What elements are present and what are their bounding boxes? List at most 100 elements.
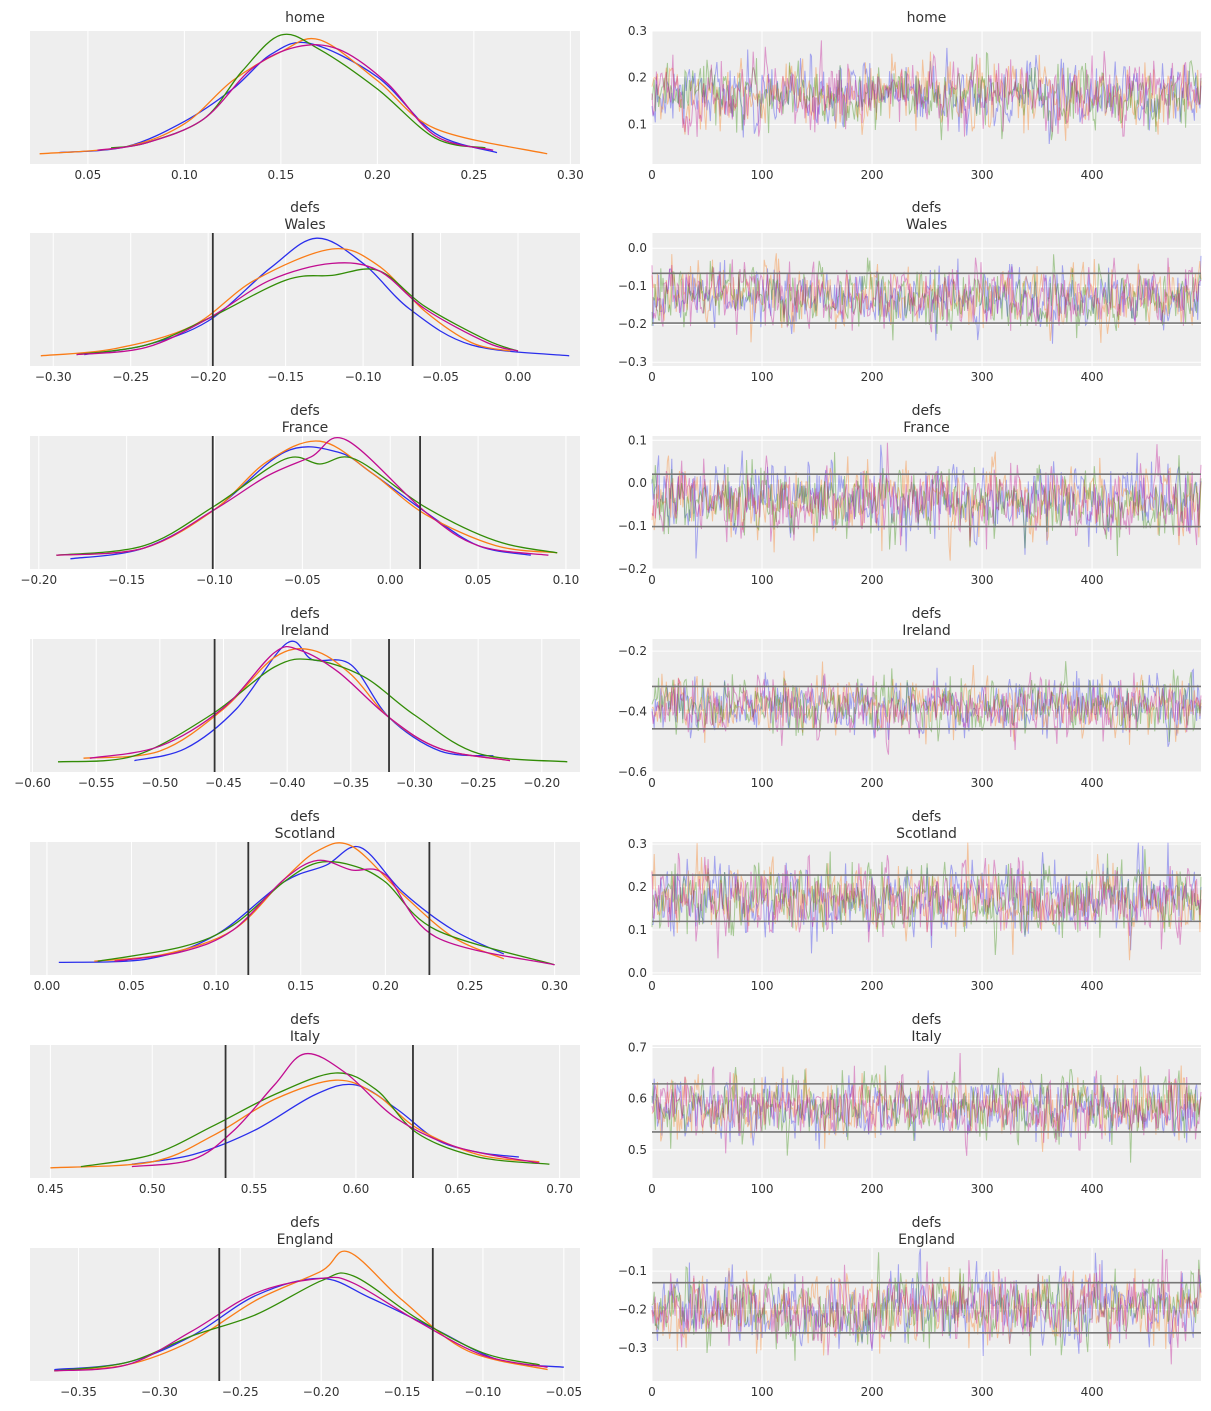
x-tick-label: 300 — [971, 573, 994, 587]
trace-line-chain-3 — [651, 1249, 1202, 1365]
y-tick-label: −0.1 — [618, 1264, 647, 1278]
y-tick-label: 0.0 — [628, 966, 647, 980]
kde-line-chain-2 — [56, 456, 558, 556]
x-tick-label: −0.30 — [396, 776, 433, 790]
y-tick-label: 0.5 — [628, 1143, 647, 1157]
x-tick-label: 100 — [751, 168, 774, 182]
x-tick-label: 400 — [1081, 979, 1104, 993]
y-tick-label: −0.3 — [618, 355, 647, 369]
y-tick-label: 0.2 — [628, 880, 647, 894]
x-tick-label: 0.55 — [241, 1182, 268, 1196]
kde-line-chain-0 — [58, 41, 498, 154]
kde-line-chain-2 — [80, 1072, 550, 1168]
trace-line-chain-2 — [651, 452, 1202, 557]
trace-line-chain-2 — [651, 661, 1202, 742]
trace-line-chain-0 — [651, 667, 1202, 747]
plot-area — [30, 639, 580, 772]
trace-line-chain-3 — [651, 257, 1202, 335]
x-tick-label: 0.70 — [546, 1182, 573, 1196]
x-tick-label: 200 — [861, 979, 884, 993]
x-tick-label: −0.15 — [384, 1385, 421, 1399]
x-tick-label: −0.15 — [108, 573, 145, 587]
x-tick-label: 0.05 — [465, 573, 492, 587]
panel-subtitle: Italy — [911, 1029, 941, 1045]
plot-area — [652, 233, 1201, 366]
x-tick-label: 0 — [648, 1385, 656, 1399]
x-tick-label: 200 — [861, 776, 884, 790]
x-tick-label: 400 — [1081, 573, 1104, 587]
y-tick-label: −0.2 — [618, 562, 647, 576]
trace-line-chain-0 — [651, 47, 1202, 145]
x-tick-label: −0.10 — [196, 573, 233, 587]
panel-title: defs — [912, 809, 942, 825]
x-tick-label: 0 — [648, 370, 656, 384]
x-tick-label: −0.55 — [78, 776, 115, 790]
x-tick-label: 0.00 — [377, 573, 404, 587]
plot-area — [652, 436, 1201, 569]
x-tick-label: 300 — [971, 370, 994, 384]
x-tick-label: −0.20 — [303, 1385, 340, 1399]
x-tick-label: 0.25 — [457, 979, 484, 993]
x-tick-label: −0.35 — [60, 1385, 97, 1399]
panel-title: defs — [290, 1215, 320, 1231]
panel-title: defs — [290, 200, 320, 216]
x-tick-label: 300 — [971, 979, 994, 993]
x-tick-label: 0 — [648, 168, 656, 182]
trace-line-chain-3 — [651, 442, 1202, 550]
x-tick-label: 0.05 — [75, 168, 102, 182]
x-tick-label: 0.15 — [287, 979, 314, 993]
x-tick-label: 100 — [751, 1385, 774, 1399]
plot-area — [30, 31, 580, 164]
trace-line-chain-2 — [651, 51, 1202, 141]
trace-line-chain-1 — [651, 842, 1202, 961]
kde-line-chain-3 — [56, 437, 549, 556]
panel-title: defs — [912, 403, 942, 419]
x-tick-label: 0.45 — [37, 1182, 64, 1196]
trace-line-chain-3 — [651, 853, 1202, 959]
x-tick-label: 0 — [648, 573, 656, 587]
x-tick-label: −0.35 — [332, 776, 369, 790]
x-tick-label: 0 — [648, 979, 656, 993]
x-tick-label: 0.10 — [171, 168, 198, 182]
x-tick-label: 400 — [1081, 1182, 1104, 1196]
trace-line-chain-1 — [651, 1065, 1202, 1152]
x-tick-label: −0.15 — [267, 370, 304, 384]
panel-title: home — [285, 10, 325, 26]
trace-line-chain-2 — [651, 1065, 1202, 1163]
x-tick-label: 100 — [751, 776, 774, 790]
kde-line-chain-3 — [131, 1052, 540, 1168]
kde-line-chain-1 — [94, 842, 505, 962]
plot-area — [652, 1045, 1201, 1178]
panel-subtitle: England — [898, 1232, 955, 1248]
panel-title: home — [907, 10, 947, 26]
x-tick-label: 0.00 — [34, 979, 61, 993]
x-tick-label: −0.20 — [190, 370, 227, 384]
panel-subtitle: France — [282, 420, 329, 436]
x-tick-label: 400 — [1081, 370, 1104, 384]
trace-line-chain-1 — [651, 51, 1202, 141]
panel-title: defs — [912, 606, 942, 622]
y-tick-label: 0.1 — [628, 923, 647, 937]
x-tick-label: 100 — [751, 1182, 774, 1196]
y-tick-label: −0.3 — [618, 1341, 647, 1355]
trace-line-chain-0 — [651, 842, 1202, 954]
plot-area — [652, 1248, 1201, 1381]
panel-title: defs — [290, 809, 320, 825]
kde-line-chain-2 — [97, 860, 555, 966]
x-tick-label: −0.40 — [269, 776, 306, 790]
panel-subtitle: Ireland — [281, 623, 329, 639]
y-tick-label: 0.1 — [628, 117, 647, 131]
x-tick-label: −0.10 — [465, 1385, 502, 1399]
x-tick-label: 200 — [861, 1182, 884, 1196]
panel-subtitle: France — [903, 420, 950, 436]
panel-title: defs — [290, 1012, 320, 1028]
